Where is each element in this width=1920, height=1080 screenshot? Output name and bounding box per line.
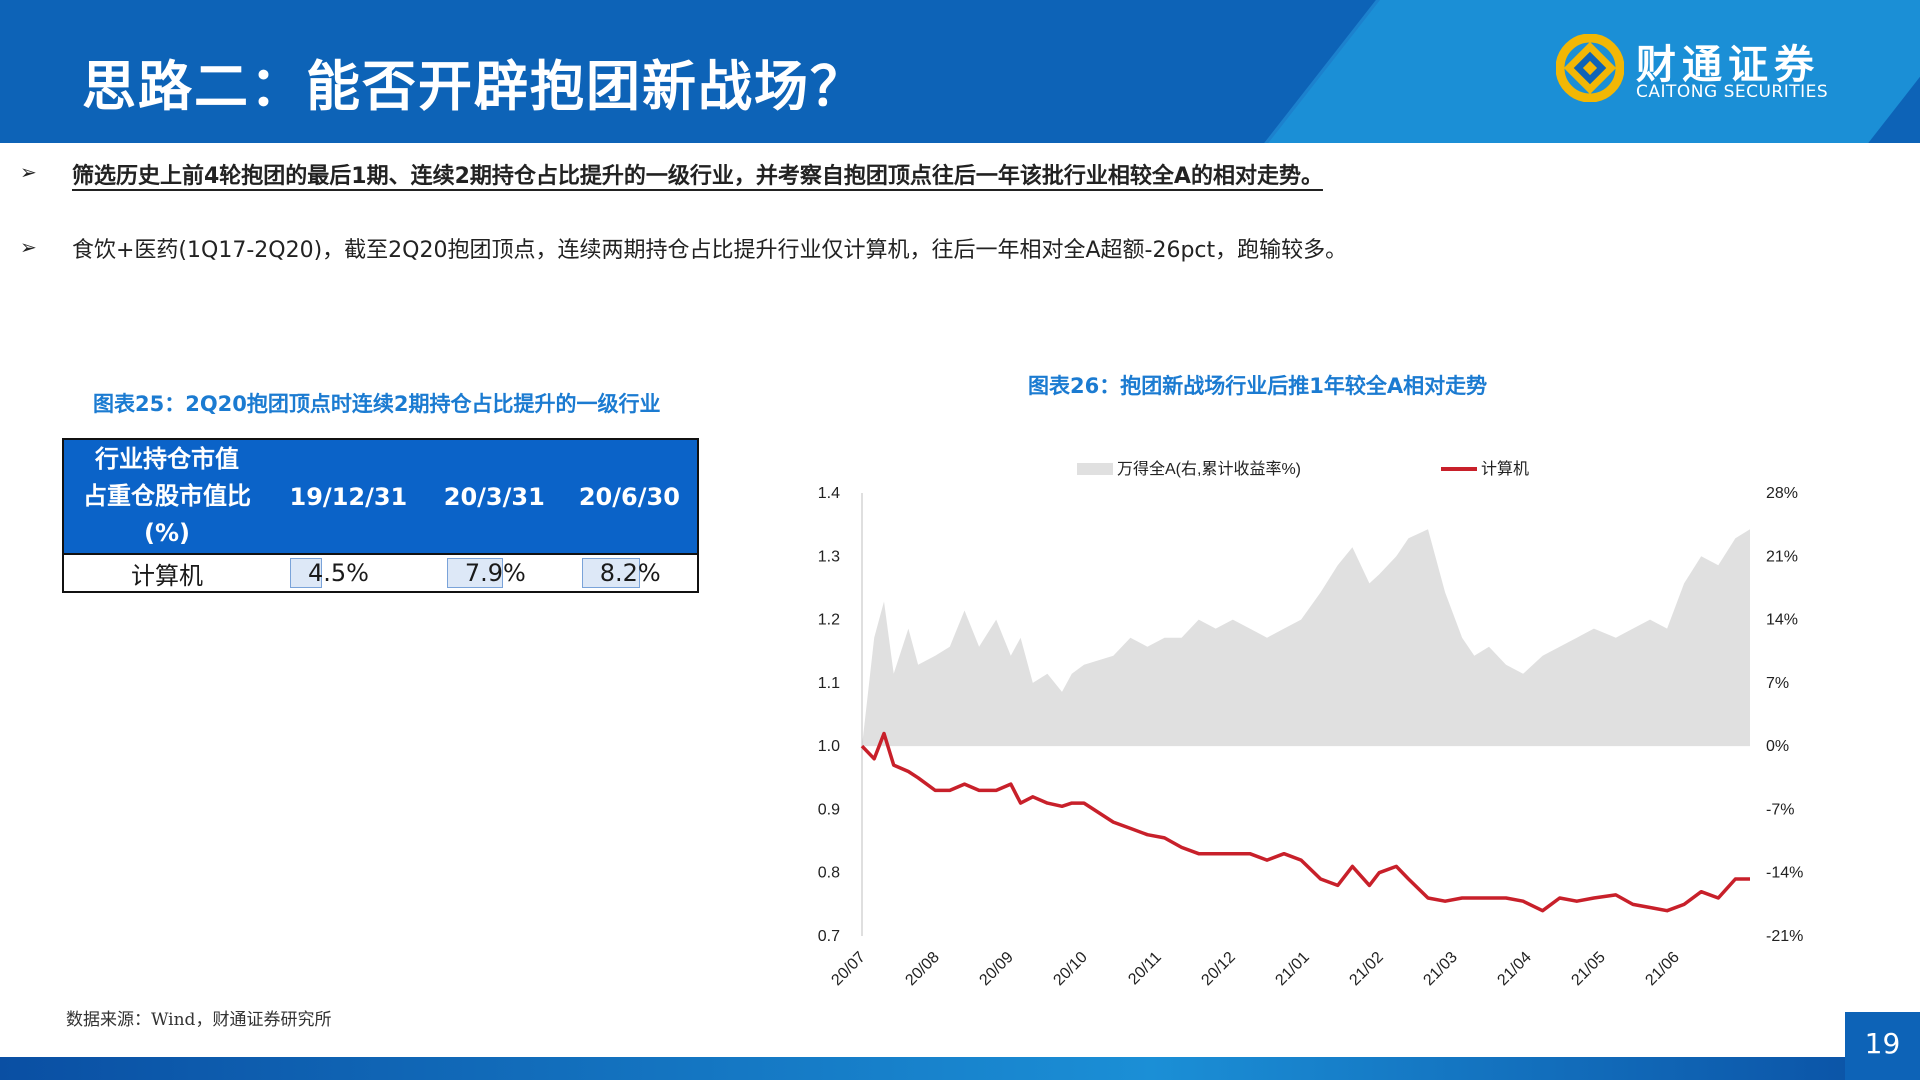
header-line: 行业持仓市值 — [95, 445, 239, 473]
chart-title: 图表26：抱团新战场行业后推1年较全A相对走势 — [1028, 374, 1488, 398]
table-row: 计算机 4.5% 7.9% 8.2% — [62, 553, 700, 593]
bullet-marker: ➢ — [20, 160, 37, 184]
x-tick-label: 20/11 — [1125, 949, 1165, 989]
logo-english-text: CAITONG SECURITIES — [1636, 82, 1829, 102]
series-area-wind-all-a — [862, 529, 1750, 747]
y-right-tick-label: -7% — [1766, 801, 1794, 818]
bullet-text-2: 食饮+医药(1Q17-2Q20)，截至2Q20抱团顶点，连续两期持仓占比提升行业… — [72, 238, 1348, 263]
value-cell: 7.9% — [426, 553, 562, 593]
y-right-tick-label: -21% — [1766, 928, 1803, 945]
y-left-tick-label: 1.1 — [818, 675, 840, 692]
value-text: 8.2% — [599, 559, 661, 587]
value-text: 4.5% — [308, 559, 369, 587]
value-cell: 8.2% — [561, 553, 700, 593]
y-right-tick-label: -14% — [1766, 865, 1803, 882]
series-line-computer — [860, 731, 1750, 913]
industry-name-cell: 计算机 — [62, 553, 270, 593]
bullet-marker: ➢ — [20, 235, 37, 259]
table-header-date: 19/12/31 — [270, 438, 427, 554]
industry-table: 行业持仓市值 占重仓股市值比 (%) 19/12/31 20/3/31 20/6… — [62, 438, 700, 593]
data-bar — [446, 558, 503, 588]
y-left-tick-label: 0.7 — [818, 928, 840, 945]
header-line: 占重仓股市值比 — [83, 482, 251, 510]
value-text: 7.9% — [464, 559, 526, 587]
x-tick-label: 20/09 — [976, 949, 1016, 989]
x-tick-label: 20/08 — [902, 949, 942, 989]
table-header-row: 行业持仓市值 占重仓股市值比 (%) 19/12/31 20/3/31 20/6… — [62, 438, 700, 554]
x-tick-label: 21/04 — [1494, 949, 1534, 989]
y-left-tick-label: 1.3 — [818, 548, 840, 565]
x-tick-label: 21/01 — [1272, 949, 1312, 989]
y-left-tick-label: 1.0 — [818, 738, 840, 755]
x-tick-label: 20/07 — [828, 949, 868, 989]
logo-chinese-text: 财通证券 — [1636, 42, 1820, 88]
y-left-tick-label: 0.8 — [818, 865, 840, 882]
header-line: (%) — [144, 519, 190, 547]
x-tick-label: 21/05 — [1568, 949, 1608, 989]
y-left-tick-label: 1.2 — [818, 612, 840, 629]
legend-swatch-area — [1077, 463, 1113, 475]
page-title: 思路二：能否开辟抱团新战场？ — [82, 55, 866, 118]
x-tick-label: 21/06 — [1642, 949, 1682, 989]
relative-performance-chart: 1.4 1.3 1.2 1.1 1.0 0.9 0.8 0.7 28% 21% 14% 7% 0% -7%… — [818, 459, 1804, 989]
y-right-tick-label: 21% — [1766, 548, 1798, 565]
data-source-note: 数据来源：Wind，财通证券研究所 — [66, 1010, 332, 1030]
x-tick-label: 21/02 — [1346, 949, 1386, 989]
table-title: 图表25：2Q20抱团顶点时连续2期持仓占比提升的一级行业 — [93, 392, 661, 416]
legend-label-area: 万得全A(右,累计收益率%) — [1117, 460, 1301, 478]
y-right-tick-label: 7% — [1766, 675, 1789, 692]
company-logo: 财通证券 CAITONG SECURITIES — [1556, 30, 1876, 110]
caitong-logo-icon — [1556, 34, 1624, 102]
footer-bar — [0, 1057, 1920, 1080]
header-banner: 思路二：能否开辟抱团新战场？ 财通证券 CAITONG SECURITIES — [0, 0, 1920, 143]
y-left-tick-label: 0.9 — [818, 801, 840, 818]
data-bar — [581, 558, 640, 588]
legend-label-line: 计算机 — [1481, 459, 1529, 478]
y-right-tick-label: 28% — [1766, 485, 1798, 502]
value-cell: 4.5% — [270, 553, 427, 593]
table-header-metric: 行业持仓市值 占重仓股市值比 (%) — [62, 438, 270, 554]
table-header-date: 20/6/30 — [561, 438, 700, 554]
page-number: 19 — [1845, 1012, 1920, 1080]
x-tick-label: 21/03 — [1420, 949, 1460, 989]
y-left-tick-label: 1.4 — [818, 485, 840, 502]
bullet-text-1: 筛选历史上前4轮抱团的最后1期、连续2期持仓占比提升的一级行业，并考察自抱团顶点… — [72, 164, 1323, 189]
y-right-tick-label: 14% — [1766, 612, 1798, 629]
data-bar — [290, 558, 322, 588]
y-right-tick-label: 0% — [1766, 738, 1789, 755]
x-tick-label: 20/12 — [1198, 949, 1238, 989]
table-header-date: 20/3/31 — [426, 438, 562, 554]
x-tick-label: 20/10 — [1050, 949, 1090, 989]
